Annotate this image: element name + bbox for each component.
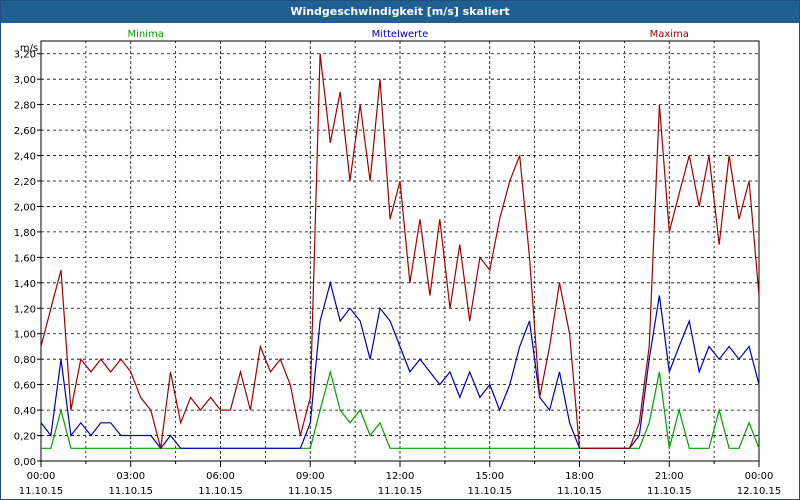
y-tick-label: 2,40 bbox=[14, 152, 36, 163]
x-tick-date: 11.10.15 bbox=[288, 486, 333, 497]
y-tick-label: 1,40 bbox=[14, 279, 36, 290]
x-tick-date: 11.10.15 bbox=[108, 486, 153, 497]
x-tick-time: 15:00 bbox=[475, 471, 504, 482]
window-title: Windgeschwindigkeit [m/s] skaliert bbox=[1, 1, 799, 23]
y-tick-label: 1,80 bbox=[14, 228, 36, 239]
y-tick-label: 2,00 bbox=[14, 202, 36, 213]
x-tick-time: 21:00 bbox=[655, 471, 684, 482]
y-axis-label: m/s bbox=[20, 43, 38, 54]
x-tick-time: 00:00 bbox=[27, 471, 56, 482]
x-tick-date: 12.10.15 bbox=[737, 486, 782, 497]
x-tick-date: 11.10.15 bbox=[467, 486, 512, 497]
y-tick-label: 3,20 bbox=[14, 50, 36, 61]
legend-entry-mittelwerte: Mittelwerte bbox=[372, 29, 429, 40]
x-tick-time: 18:00 bbox=[565, 471, 594, 482]
y-tick-label: 0,80 bbox=[14, 355, 36, 366]
y-tick-label: 2,20 bbox=[14, 177, 36, 188]
y-tick-label: 2,60 bbox=[14, 126, 36, 137]
x-tick-date: 11.10.15 bbox=[557, 486, 602, 497]
legend-entry-maxima: Maxima bbox=[650, 29, 689, 40]
x-tick-date: 11.10.15 bbox=[378, 486, 423, 497]
x-tick-date: 11.10.15 bbox=[19, 486, 64, 497]
x-tick-time: 03:00 bbox=[116, 471, 145, 482]
y-tick-label: 0,20 bbox=[14, 432, 36, 443]
y-tick-label: 1,00 bbox=[14, 330, 36, 341]
chart-series bbox=[40, 53, 760, 450]
x-tick-time: 00:00 bbox=[745, 471, 774, 482]
legend-entry-minima: Minima bbox=[128, 29, 164, 40]
y-tick-label: 1,20 bbox=[14, 304, 36, 315]
y-tick-label: 0,60 bbox=[14, 381, 36, 392]
x-tick-time: 09:00 bbox=[296, 471, 325, 482]
x-tick-date: 11.10.15 bbox=[198, 486, 243, 497]
chart-grid bbox=[37, 40, 760, 467]
chart-labels: 0,00 0,20 0,40 0,60 0,80 1,00 1,20 1,40 1,60 1,80… bbox=[14, 29, 782, 497]
y-tick-label: 0,00 bbox=[14, 457, 36, 468]
y-tick-label: 3,00 bbox=[14, 75, 36, 86]
y-tick-label: 0,40 bbox=[14, 406, 36, 417]
series-line-maxima bbox=[40, 53, 760, 449]
y-tick-label: 2,80 bbox=[14, 101, 36, 112]
x-tick-time: 06:00 bbox=[206, 471, 235, 482]
y-tick-label: 1,60 bbox=[14, 253, 36, 264]
x-tick-date: 11.10.15 bbox=[647, 486, 692, 497]
x-tick-time: 12:00 bbox=[386, 471, 415, 482]
